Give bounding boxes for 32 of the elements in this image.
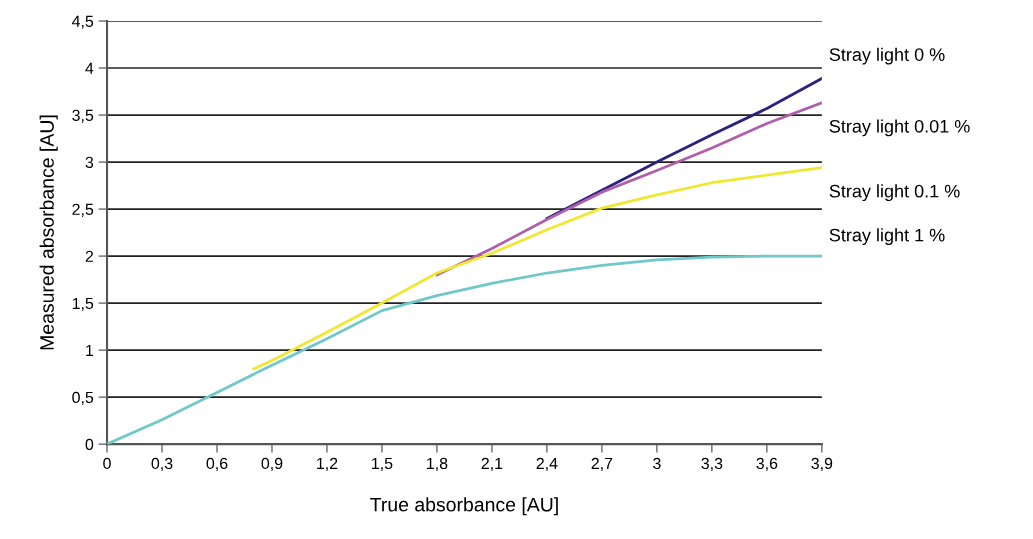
series-label: Stray light 0 %: [829, 47, 945, 65]
x-tick-label: 2,7: [591, 457, 613, 471]
y-tick-label: 3: [85, 156, 94, 168]
x-tick-label: 3,9: [811, 457, 833, 471]
x-tick-label: 0,6: [206, 457, 228, 471]
y-tick-label: 2: [85, 250, 94, 262]
y-tick-label: 1,5: [72, 297, 94, 311]
y-axis-title: Measured absorbance [AU]: [39, 115, 58, 350]
x-tick-label: 3,3: [701, 457, 723, 471]
x-tick-label: 0,3: [151, 457, 173, 471]
line-series: [435, 101, 822, 277]
series-label: Stray light 0.1 %: [829, 184, 960, 202]
x-tick-label: 1,5: [372, 457, 393, 471]
y-tick-label: 1: [86, 344, 94, 356]
x-tick-label: 3: [653, 457, 661, 470]
line-series: [252, 166, 822, 371]
y-tick-label: 4,5: [71, 15, 94, 29]
y-tick-label: 0: [85, 438, 94, 451]
x-tick-label: 0,9: [261, 457, 283, 471]
x-tick-label: 0: [103, 457, 111, 470]
y-tick-label: 4: [85, 62, 94, 74]
y-tick-label: 2,5: [72, 203, 94, 217]
series-label: Stray light 0.01 %: [829, 119, 970, 137]
x-tick-label: 2,1: [481, 457, 503, 471]
y-tick-label: 3,5: [72, 109, 94, 123]
x-tick-label: 3,6: [756, 457, 778, 471]
x-tick-label: 1,8: [427, 457, 448, 471]
x-axis-title: True absorbance [AU]: [370, 497, 558, 516]
x-tick-label: 1,2: [317, 457, 338, 471]
series-label: Stray light 1 %: [829, 228, 945, 246]
x-tick-label: 2,4: [536, 457, 558, 471]
y-tick-label: 0,5: [72, 391, 94, 405]
